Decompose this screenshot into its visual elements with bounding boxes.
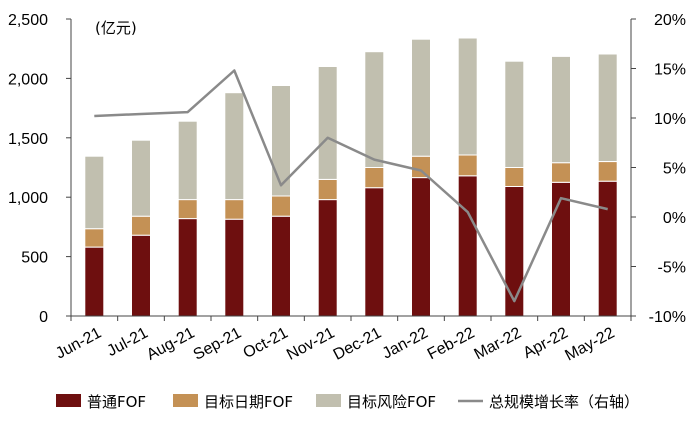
bar-target-date-fof-dec-21	[364, 167, 385, 189]
legend-label-target-date-fof: 目标日期FOF	[204, 393, 293, 411]
y-right-tick-label: 5%	[663, 161, 686, 178]
bar-target-date-fof-may-22	[597, 161, 618, 182]
y-left-tick-label: 500	[21, 250, 48, 267]
bar-target-date-fof-jan-22	[411, 155, 431, 179]
bar-general-fof-apr-22	[551, 181, 571, 317]
x-tick-label: Oct-21	[241, 324, 291, 362]
x-tick-label: Dec-21	[331, 324, 385, 363]
bars-group	[84, 37, 618, 317]
y-left-unit-label: (亿元)	[95, 19, 137, 37]
y-left-tick-label: 2,000	[8, 71, 48, 88]
x-tick-label: Jul-21	[104, 324, 151, 360]
legend-label-growth-rate: 总规模增长率（右轴）	[489, 393, 639, 411]
growth-rate-line	[94, 69, 608, 303]
bar-target-date-fof-sep-21	[224, 199, 245, 220]
bar-target-risk-fof-sep-21	[224, 92, 245, 201]
bar-general-fof-nov-21	[317, 199, 338, 317]
bar-target-date-fof-feb-22	[457, 154, 478, 177]
x-tick-label: Aug-21	[144, 324, 198, 363]
bar-target-date-fof-jul-21	[131, 215, 151, 236]
y-right-tick-label: 15%	[654, 62, 686, 79]
x-tick-label: Jun-21	[53, 324, 104, 362]
bar-target-date-fof-jun-21	[84, 228, 105, 248]
bar-general-fof-may-22	[597, 180, 618, 317]
bar-general-fof-oct-21	[271, 215, 291, 317]
bar-general-fof-mar-22	[504, 186, 525, 317]
y-left-tick-label: 1,000	[8, 190, 48, 207]
bar-target-risk-fof-nov-21	[317, 66, 338, 180]
bar-target-date-fof-nov-21	[317, 178, 338, 201]
bar-target-risk-fof-feb-22	[457, 37, 478, 156]
bar-target-date-fof-aug-21	[177, 199, 198, 220]
x-tick-label: Apr-22	[520, 324, 570, 362]
bar-target-risk-fof-aug-21	[177, 120, 198, 201]
x-tick-label: Sep-21	[191, 324, 245, 363]
y-left-tick-label: 2,500	[8, 12, 48, 29]
bar-general-fof-jul-21	[131, 234, 151, 317]
bar-general-fof-dec-21	[364, 187, 385, 317]
bar-general-fof-aug-21	[177, 218, 198, 317]
bar-target-date-fof-apr-22	[551, 162, 571, 183]
y-left-tick-label: 0	[39, 309, 48, 326]
legend: 普通FOF 目标日期FOF 目标风险FOF 总规模增长率（右轴）	[56, 393, 639, 411]
y-left-tick-label: 1,500	[8, 131, 48, 148]
x-tick-label: Jan-22	[380, 324, 431, 362]
axes-group: 0 500 1,000 1,500 2,000 2,500 -10% -5% 0% 5% 10% 15…	[8, 12, 686, 365]
bar-target-risk-fof-apr-22	[551, 55, 571, 164]
x-tick-label: May-22	[562, 324, 617, 364]
legend-swatch-target-date-fof	[173, 394, 198, 407]
bar-target-date-fof-oct-21	[271, 195, 291, 217]
x-tick-label: Mar-22	[471, 324, 524, 363]
y-right-tick-label: -10%	[649, 309, 686, 326]
legend-label-general-fof: 普通FOF	[87, 393, 146, 411]
bar-general-fof-sep-21	[224, 218, 245, 317]
legend-swatch-target-risk-fof	[316, 394, 341, 407]
legend-swatch-general-fof	[56, 394, 81, 407]
y-right-tick-label: -5%	[658, 260, 686, 277]
bar-target-date-fof-mar-22	[504, 167, 525, 187]
bar-target-risk-fof-jul-21	[131, 139, 151, 217]
bar-general-fof-feb-22	[457, 175, 478, 317]
growth-line-group	[94, 69, 608, 303]
x-tick-label: Feb-22	[425, 324, 478, 363]
bar-target-risk-fof-may-22	[597, 53, 618, 162]
bar-general-fof-jan-22	[411, 177, 431, 317]
bar-target-risk-fof-dec-21	[364, 51, 385, 169]
bar-general-fof-jun-21	[84, 246, 105, 317]
y-right-tick-label: 10%	[654, 111, 686, 128]
x-tick-label: Nov-21	[284, 324, 338, 363]
y-right-tick-label: 0%	[663, 210, 686, 227]
y-right-tick-label: 20%	[654, 12, 686, 29]
bar-target-risk-fof-mar-22	[504, 60, 525, 169]
legend-label-target-risk-fof: 目标风险FOF	[347, 393, 436, 411]
bar-target-risk-fof-jan-22	[411, 38, 431, 157]
bar-target-risk-fof-oct-21	[271, 85, 291, 197]
bar-target-risk-fof-jun-21	[84, 155, 105, 230]
